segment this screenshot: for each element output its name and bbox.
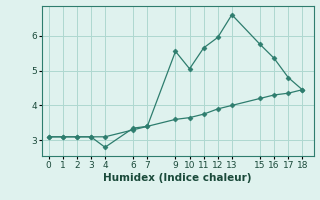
X-axis label: Humidex (Indice chaleur): Humidex (Indice chaleur) (103, 173, 252, 183)
